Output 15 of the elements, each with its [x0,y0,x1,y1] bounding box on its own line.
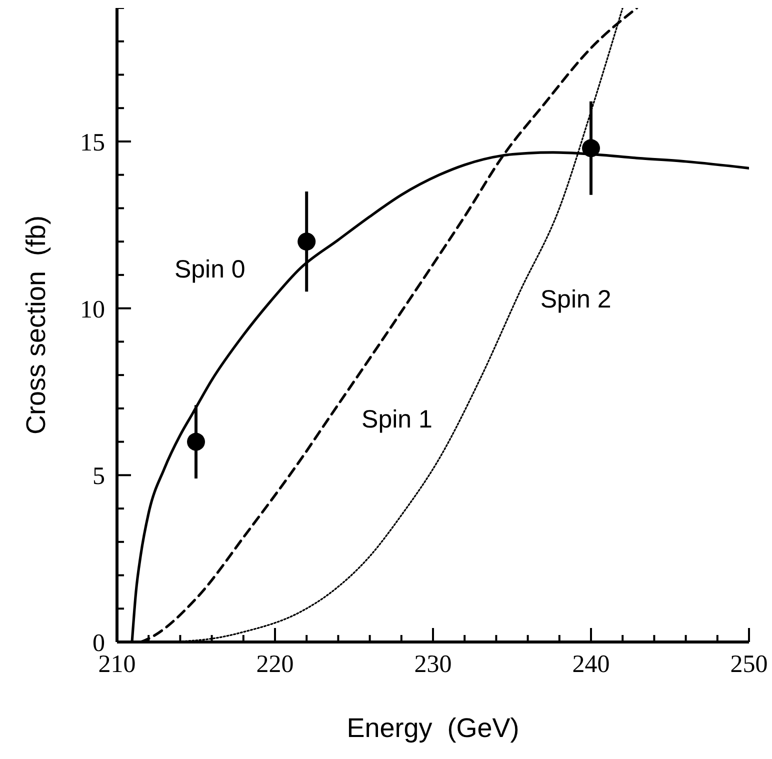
point [187,432,205,451]
y-axis-title: Cross section (fb) [21,215,51,435]
point [582,139,600,158]
x-tick-label: 220 [256,651,294,678]
x-tick-label: 240 [572,651,610,678]
series-label: Spin 2 [540,286,612,315]
y-tick-label: 10 [80,296,105,324]
series-label: Spin 0 [174,256,246,285]
y-tick-label: 5 [92,463,105,490]
y-tick-label: 15 [80,129,105,156]
x-axis-title: Energy (GeV) [346,713,520,743]
x-tick-label: 250 [730,651,768,678]
x-tick-label: 230 [414,651,452,678]
point [298,232,316,251]
series-label: Spin 1 [362,406,432,435]
